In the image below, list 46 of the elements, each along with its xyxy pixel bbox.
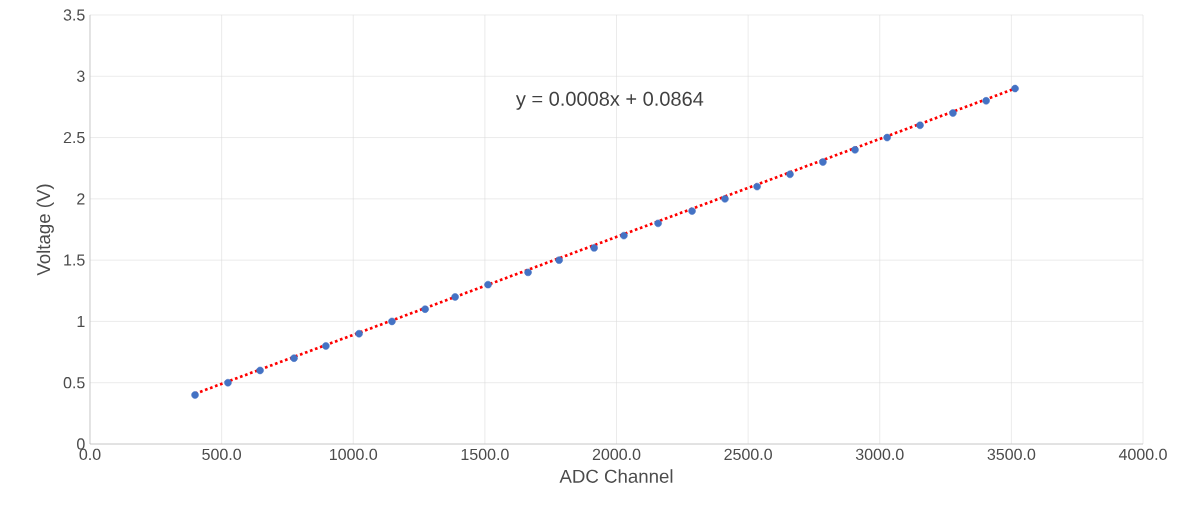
- point: [620, 231, 628, 240]
- point: [883, 133, 891, 142]
- y-tick-label: 3: [77, 70, 85, 82]
- y-tick-label: 0.5: [63, 377, 85, 389]
- point: [451, 293, 459, 301]
- x-tick-label: 3000.0: [855, 448, 904, 461]
- point: [590, 244, 598, 252]
- x-tick-label: 4000.0: [1118, 448, 1167, 461]
- point: [949, 109, 957, 117]
- point: [819, 158, 827, 166]
- point: [224, 378, 232, 387]
- point: [1011, 84, 1019, 93]
- x-tick-label: 1500.0: [461, 448, 509, 461]
- point: [524, 268, 532, 277]
- y-axis-title: Voltage (V): [36, 184, 54, 276]
- point: [753, 182, 761, 191]
- point: [982, 97, 990, 105]
- point: [355, 329, 363, 338]
- point: [721, 195, 729, 203]
- annotation: y = 0.0008x + 0.0864: [515, 91, 704, 110]
- y-tick-label: 2: [77, 193, 85, 205]
- point: [916, 121, 924, 130]
- y-tick-label: 2.5: [63, 131, 85, 144]
- point: [256, 366, 264, 375]
- point: [484, 280, 492, 289]
- y-tick-label: 0: [77, 438, 85, 450]
- y-tick-label: 3.5: [63, 9, 85, 21]
- x-tick-label: 0.0: [79, 448, 101, 461]
- x-tick-label: 2500.0: [724, 448, 772, 461]
- y-tick-label: 1: [77, 315, 85, 327]
- point: [388, 317, 396, 326]
- point: [421, 305, 429, 313]
- point: [654, 219, 662, 228]
- x-axis-title: ADC Channel: [559, 469, 673, 483]
- x-tick-label: 2000.0: [592, 448, 641, 461]
- x-tick-label: 3500.0: [987, 448, 1036, 461]
- point: [851, 146, 859, 154]
- point: [688, 207, 696, 215]
- point: [290, 354, 298, 362]
- point: [786, 170, 794, 179]
- point: [322, 342, 330, 350]
- x-tick-label: 500.0: [202, 448, 242, 461]
- y-tick-label: 1.5: [64, 254, 85, 266]
- point: [555, 256, 563, 264]
- x-tick-label: 1000.0: [330, 448, 378, 461]
- point: [191, 391, 199, 399]
